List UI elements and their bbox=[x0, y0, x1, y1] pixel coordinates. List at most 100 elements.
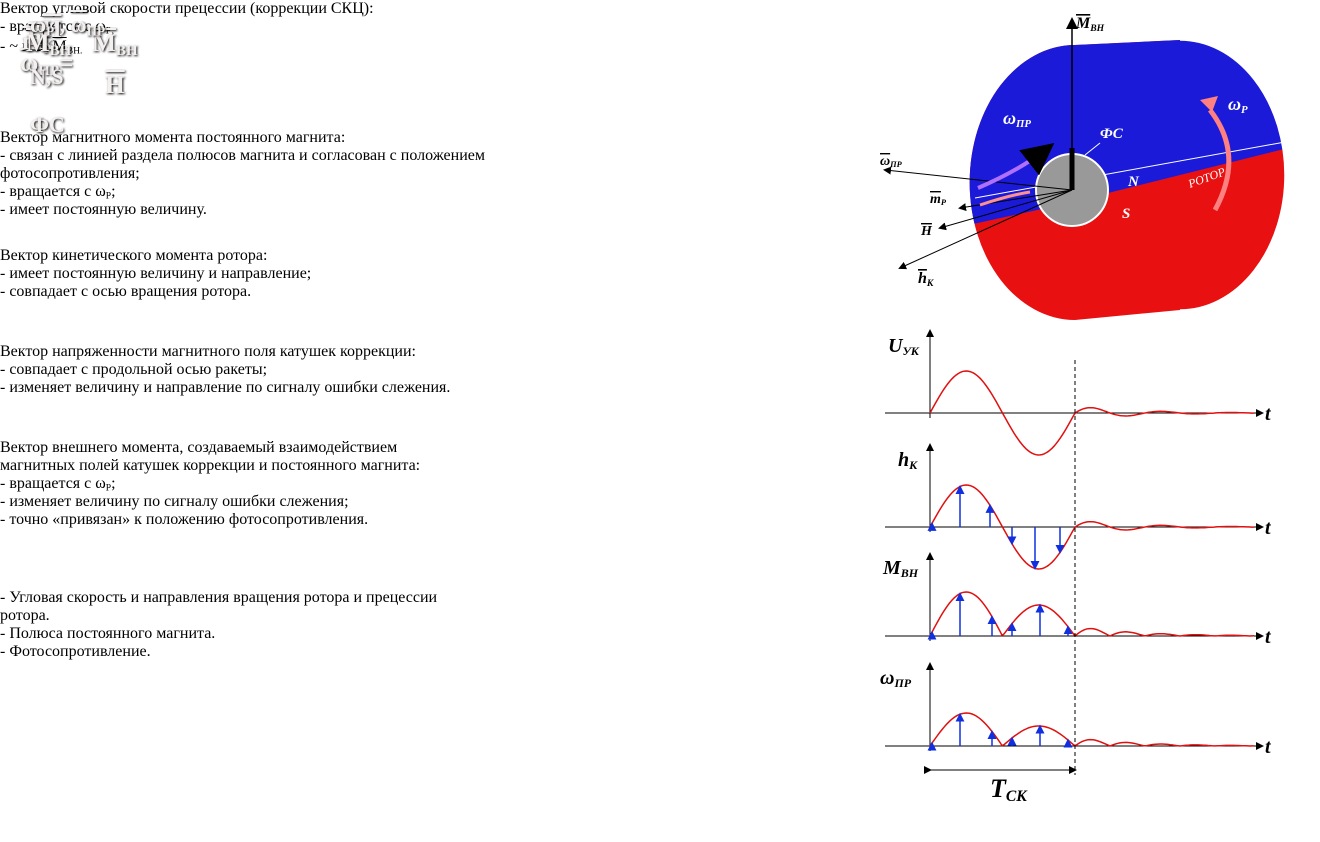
panel-line: - совпадает с осью вращения ротора. bbox=[0, 283, 768, 301]
text-text: ω bbox=[880, 667, 894, 689]
legend-symbol: ωР , ωПР bbox=[30, 12, 105, 39]
text-sub: Р bbox=[46, 23, 55, 39]
panel-title: Вектор напряженности магнитного поля кат… bbox=[0, 343, 416, 360]
panel-line: фотосопротивления; bbox=[0, 165, 766, 183]
axis-label: t bbox=[1265, 736, 1272, 758]
symbol: hК bbox=[28, 24, 53, 54]
panel-line: - ~ и ⊥ MВН. bbox=[0, 36, 766, 56]
text-sub: ВН bbox=[49, 42, 72, 59]
text-over: ω bbox=[880, 154, 890, 169]
text-text: N bbox=[1127, 174, 1140, 190]
text-sub: ПР bbox=[38, 62, 60, 79]
text-sub: ВН bbox=[115, 42, 138, 59]
label: UУК bbox=[888, 335, 920, 358]
text-text: - совпадает с продольной осью ракеты; bbox=[0, 361, 268, 378]
signal-curve bbox=[929, 484, 1254, 570]
text-sub: Р bbox=[1241, 104, 1248, 116]
text-text: = bbox=[59, 50, 74, 77]
text-sub: УК bbox=[902, 344, 919, 358]
panel: H Вектор кинетического момента ротора: - и… bbox=[0, 16, 768, 343]
text-over: M bbox=[26, 30, 50, 57]
text-text: S bbox=[1122, 206, 1130, 222]
text-over: M bbox=[1075, 15, 1091, 32]
text-over: h bbox=[918, 270, 927, 287]
label: MВН bbox=[882, 557, 919, 580]
panel-line: - вращается с ωР; bbox=[0, 475, 766, 493]
text-text: ω bbox=[1228, 94, 1241, 114]
label: ωПР bbox=[880, 667, 912, 690]
legend-desc: - Угловая скорость и направления вращени… bbox=[0, 589, 438, 606]
text-text: - изменяет величину по сигналу ошибки сл… bbox=[0, 493, 349, 511]
text-sub: К bbox=[41, 36, 53, 53]
formula-denominator: H bbox=[92, 72, 138, 100]
label: ωР bbox=[1228, 94, 1248, 116]
text-text: - имеет постоянную величину. bbox=[0, 201, 207, 219]
text-sub: Р bbox=[105, 482, 112, 494]
panel-line: - вращается с ωР; bbox=[0, 183, 766, 201]
legend-symbol: ФС bbox=[30, 112, 65, 138]
panel-line: - изменяет величину по сигналу ошибки сл… bbox=[0, 493, 766, 511]
text-text: магнитных полей катушек коррекции и пост… bbox=[0, 457, 421, 474]
label: N bbox=[1127, 174, 1140, 190]
text-sub: Р bbox=[42, 40, 52, 57]
label: ФС bbox=[1100, 126, 1124, 142]
text-text: ФС bbox=[30, 112, 65, 137]
text-over: H bbox=[42, 16, 62, 43]
text-text: фотосопротивления; bbox=[0, 165, 140, 182]
panel: mР Вектор магнитного момента постоянного … bbox=[0, 28, 766, 247]
label: hК bbox=[918, 270, 934, 289]
text-sub: К bbox=[926, 278, 934, 289]
label: S bbox=[1122, 206, 1130, 222]
legend-symbol: N,S bbox=[30, 64, 64, 90]
panel: hК Вектор напряженности магнитного поля к… bbox=[0, 24, 766, 439]
legend-desc: ротора. bbox=[0, 607, 50, 624]
text-sub: ПР bbox=[889, 160, 903, 169]
text-text: , bbox=[54, 12, 71, 37]
text-text: - совпадает с осью вращения ротора. bbox=[0, 283, 252, 300]
text-sub: ВН. bbox=[66, 45, 83, 57]
panel-line: - связан с линией раздела полюсов магнит… bbox=[0, 147, 766, 165]
text-text: M bbox=[882, 557, 902, 579]
panel-title: Вектор угловой скорости прецессии (корре… bbox=[0, 0, 374, 17]
text-sub: ВН bbox=[1089, 23, 1104, 34]
panel-line: - совпадает с продольной осью ракеты; bbox=[0, 361, 766, 379]
text-text: T bbox=[990, 774, 1007, 803]
axis-label: t bbox=[1265, 626, 1272, 648]
text-sub: Р bbox=[105, 190, 112, 202]
text-over: h bbox=[28, 24, 42, 51]
text-text: - вращается с ω bbox=[0, 18, 106, 35]
symbol: MВН bbox=[26, 30, 71, 60]
text-over: H bbox=[105, 72, 125, 99]
signal-curve bbox=[929, 591, 1255, 637]
text-text: - имеет постоянную величину и направлени… bbox=[0, 265, 312, 282]
text-text: - изменяет величину и направление по сиг… bbox=[0, 379, 451, 396]
panel-line: - имеет постоянную величину. bbox=[0, 201, 766, 219]
text-sub: ВН bbox=[900, 566, 919, 580]
text-sub: ПР bbox=[86, 23, 106, 39]
rotor-cylinder bbox=[883, 17, 1286, 320]
formula-numerator: MВН bbox=[92, 30, 138, 61]
label: H bbox=[920, 224, 933, 239]
panel-line: магнитных полей катушек коррекции и пост… bbox=[0, 457, 766, 475]
axis-label: t bbox=[1265, 517, 1272, 539]
label: hК bbox=[898, 449, 918, 472]
text-over: ω bbox=[70, 12, 87, 37]
formula-left: ωПР= bbox=[20, 50, 73, 80]
label: TСК bbox=[990, 774, 1028, 805]
text-text: ; bbox=[111, 183, 116, 200]
text-sub: ПР bbox=[893, 676, 911, 690]
text-sub: ПР bbox=[1015, 118, 1031, 130]
text-over: H bbox=[920, 224, 933, 239]
label: MВН bbox=[1075, 15, 1105, 34]
label: ωПР bbox=[880, 154, 903, 169]
text-text: ω bbox=[30, 12, 47, 37]
panel-title: Вектор кинетического момента ротора: bbox=[0, 247, 268, 264]
text-text: h bbox=[898, 449, 909, 471]
panel-line: - имеет постоянную величину и направлени… bbox=[0, 265, 768, 283]
panel-line: - изменяет величину и направление по сиг… bbox=[0, 379, 766, 397]
text-text: U bbox=[888, 335, 904, 357]
panel-title: Вектор магнитного момента постоянного ма… bbox=[0, 129, 346, 146]
text-sub: Р; bbox=[105, 25, 115, 37]
